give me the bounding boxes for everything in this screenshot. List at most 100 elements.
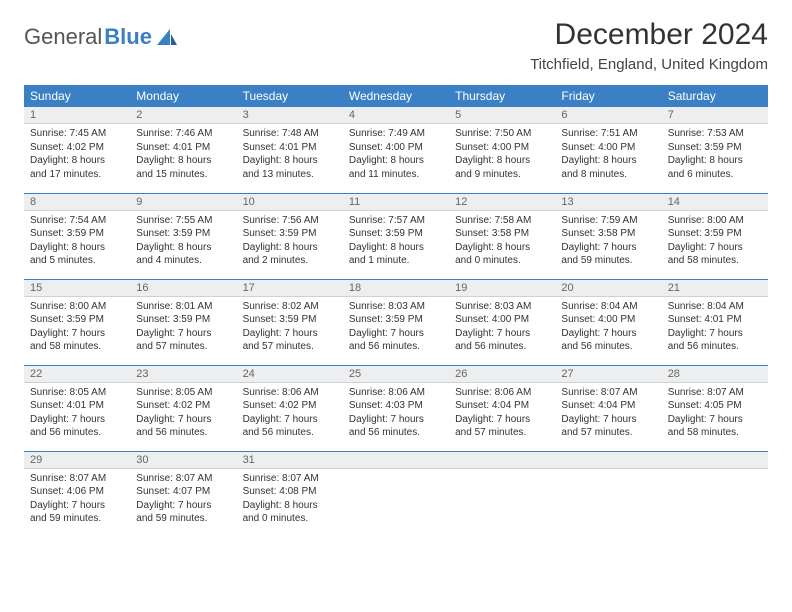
day-sunset-text: Sunset: 4:04 PM <box>455 399 549 413</box>
calendar-day-cell: 28Sunrise: 8:07 AMSunset: 4:05 PMDayligh… <box>662 365 768 451</box>
day-sunrise-text: Sunrise: 7:58 AM <box>455 214 549 228</box>
day-body: Sunrise: 8:04 AMSunset: 4:01 PMDaylight:… <box>662 297 768 360</box>
day-body: Sunrise: 7:48 AMSunset: 4:01 PMDaylight:… <box>237 124 343 187</box>
day-number: 21 <box>662 280 768 297</box>
day-day1-text: Daylight: 8 hours <box>243 499 337 513</box>
calendar-day-cell: 12Sunrise: 7:58 AMSunset: 3:58 PMDayligh… <box>449 193 555 279</box>
day-sunset-text: Sunset: 3:59 PM <box>349 313 443 327</box>
day-body: Sunrise: 7:46 AMSunset: 4:01 PMDaylight:… <box>130 124 236 187</box>
header: GeneralBlue December 2024 Titchfield, En… <box>24 18 768 73</box>
calendar-day-cell <box>343 451 449 537</box>
calendar-day-cell: 18Sunrise: 8:03 AMSunset: 3:59 PMDayligh… <box>343 279 449 365</box>
day-body: Sunrise: 8:05 AMSunset: 4:01 PMDaylight:… <box>24 383 130 446</box>
day-sunrise-text: Sunrise: 7:49 AM <box>349 127 443 141</box>
day-day1-text: Daylight: 7 hours <box>455 413 549 427</box>
day-sunrise-text: Sunrise: 8:07 AM <box>668 386 762 400</box>
day-body: Sunrise: 7:53 AMSunset: 3:59 PMDaylight:… <box>662 124 768 187</box>
calendar-day-cell: 5Sunrise: 7:50 AMSunset: 4:00 PMDaylight… <box>449 107 555 193</box>
day-day1-text: Daylight: 7 hours <box>136 499 230 513</box>
day-day1-text: Daylight: 7 hours <box>668 413 762 427</box>
day-sunrise-text: Sunrise: 8:03 AM <box>349 300 443 314</box>
day-day1-text: Daylight: 8 hours <box>455 154 549 168</box>
calendar-day-cell: 1Sunrise: 7:45 AMSunset: 4:02 PMDaylight… <box>24 107 130 193</box>
day-sunrise-text: Sunrise: 7:51 AM <box>561 127 655 141</box>
day-day2-text: and 57 minutes. <box>455 426 549 440</box>
calendar-day-cell: 15Sunrise: 8:00 AMSunset: 3:59 PMDayligh… <box>24 279 130 365</box>
day-sunrise-text: Sunrise: 8:07 AM <box>30 472 124 486</box>
day-number: 28 <box>662 366 768 383</box>
brand-word-2: Blue <box>104 24 152 50</box>
day-sunset-text: Sunset: 3:59 PM <box>136 313 230 327</box>
day-body: Sunrise: 8:04 AMSunset: 4:00 PMDaylight:… <box>555 297 661 360</box>
day-number: 8 <box>24 194 130 211</box>
day-day1-text: Daylight: 8 hours <box>349 241 443 255</box>
calendar-week-row: 15Sunrise: 8:00 AMSunset: 3:59 PMDayligh… <box>24 279 768 365</box>
calendar-day-cell: 14Sunrise: 8:00 AMSunset: 3:59 PMDayligh… <box>662 193 768 279</box>
day-number: 9 <box>130 194 236 211</box>
day-day1-text: Daylight: 7 hours <box>30 499 124 513</box>
day-sunset-text: Sunset: 3:59 PM <box>349 227 443 241</box>
calendar-day-cell: 3Sunrise: 7:48 AMSunset: 4:01 PMDaylight… <box>237 107 343 193</box>
day-sunset-text: Sunset: 3:59 PM <box>243 227 337 241</box>
day-sunset-text: Sunset: 4:06 PM <box>30 485 124 499</box>
day-day2-text: and 57 minutes. <box>136 340 230 354</box>
day-day1-text: Daylight: 7 hours <box>30 413 124 427</box>
day-day2-text: and 15 minutes. <box>136 168 230 182</box>
day-sunrise-text: Sunrise: 8:01 AM <box>136 300 230 314</box>
day-sunrise-text: Sunrise: 7:45 AM <box>30 127 124 141</box>
day-sunset-text: Sunset: 3:58 PM <box>455 227 549 241</box>
calendar-week-row: 8Sunrise: 7:54 AMSunset: 3:59 PMDaylight… <box>24 193 768 279</box>
day-day2-text: and 58 minutes. <box>668 426 762 440</box>
day-number: 31 <box>237 452 343 469</box>
calendar-day-cell: 31Sunrise: 8:07 AMSunset: 4:08 PMDayligh… <box>237 451 343 537</box>
calendar-day-cell: 8Sunrise: 7:54 AMSunset: 3:59 PMDaylight… <box>24 193 130 279</box>
calendar-day-cell: 6Sunrise: 7:51 AMSunset: 4:00 PMDaylight… <box>555 107 661 193</box>
day-sunrise-text: Sunrise: 7:54 AM <box>30 214 124 228</box>
day-day2-text: and 56 minutes. <box>30 426 124 440</box>
day-number: 1 <box>24 107 130 124</box>
calendar-day-cell: 7Sunrise: 7:53 AMSunset: 3:59 PMDaylight… <box>662 107 768 193</box>
day-body: Sunrise: 8:07 AMSunset: 4:05 PMDaylight:… <box>662 383 768 446</box>
day-body: Sunrise: 7:50 AMSunset: 4:00 PMDaylight:… <box>449 124 555 187</box>
day-sunset-text: Sunset: 3:58 PM <box>561 227 655 241</box>
location-text: Titchfield, England, United Kingdom <box>530 56 768 73</box>
day-day1-text: Daylight: 7 hours <box>349 413 443 427</box>
day-number: 11 <box>343 194 449 211</box>
day-day2-text: and 5 minutes. <box>30 254 124 268</box>
calendar-day-cell: 19Sunrise: 8:03 AMSunset: 4:00 PMDayligh… <box>449 279 555 365</box>
calendar-day-cell: 10Sunrise: 7:56 AMSunset: 3:59 PMDayligh… <box>237 193 343 279</box>
day-number: 18 <box>343 280 449 297</box>
day-number: 7 <box>662 107 768 124</box>
day-day2-text: and 56 minutes. <box>349 426 443 440</box>
calendar-week-row: 29Sunrise: 8:07 AMSunset: 4:06 PMDayligh… <box>24 451 768 537</box>
day-sunrise-text: Sunrise: 8:05 AM <box>136 386 230 400</box>
day-body: Sunrise: 7:54 AMSunset: 3:59 PMDaylight:… <box>24 211 130 274</box>
calendar-day-cell <box>555 451 661 537</box>
day-sunrise-text: Sunrise: 8:05 AM <box>30 386 124 400</box>
day-sunset-text: Sunset: 4:02 PM <box>136 399 230 413</box>
day-sunset-text: Sunset: 4:00 PM <box>349 141 443 155</box>
day-body: Sunrise: 7:57 AMSunset: 3:59 PMDaylight:… <box>343 211 449 274</box>
day-sunrise-text: Sunrise: 8:06 AM <box>243 386 337 400</box>
day-day2-text: and 0 minutes. <box>243 512 337 526</box>
calendar-day-cell: 21Sunrise: 8:04 AMSunset: 4:01 PMDayligh… <box>662 279 768 365</box>
day-number: 27 <box>555 366 661 383</box>
calendar-day-cell: 30Sunrise: 8:07 AMSunset: 4:07 PMDayligh… <box>130 451 236 537</box>
day-number: 13 <box>555 194 661 211</box>
day-body: Sunrise: 7:49 AMSunset: 4:00 PMDaylight:… <box>343 124 449 187</box>
calendar-day-cell <box>662 451 768 537</box>
day-day1-text: Daylight: 8 hours <box>30 154 124 168</box>
day-sunset-text: Sunset: 4:01 PM <box>243 141 337 155</box>
day-sunset-text: Sunset: 4:01 PM <box>30 399 124 413</box>
day-day1-text: Daylight: 8 hours <box>455 241 549 255</box>
day-body: Sunrise: 8:05 AMSunset: 4:02 PMDaylight:… <box>130 383 236 446</box>
day-sunset-text: Sunset: 3:59 PM <box>243 313 337 327</box>
day-body: Sunrise: 7:51 AMSunset: 4:00 PMDaylight:… <box>555 124 661 187</box>
month-title: December 2024 <box>530 18 768 52</box>
day-number-empty <box>662 452 768 469</box>
day-day2-text: and 59 minutes. <box>136 512 230 526</box>
calendar-day-cell: 13Sunrise: 7:59 AMSunset: 3:58 PMDayligh… <box>555 193 661 279</box>
day-number: 3 <box>237 107 343 124</box>
day-day1-text: Daylight: 8 hours <box>349 154 443 168</box>
day-sunset-text: Sunset: 4:03 PM <box>349 399 443 413</box>
